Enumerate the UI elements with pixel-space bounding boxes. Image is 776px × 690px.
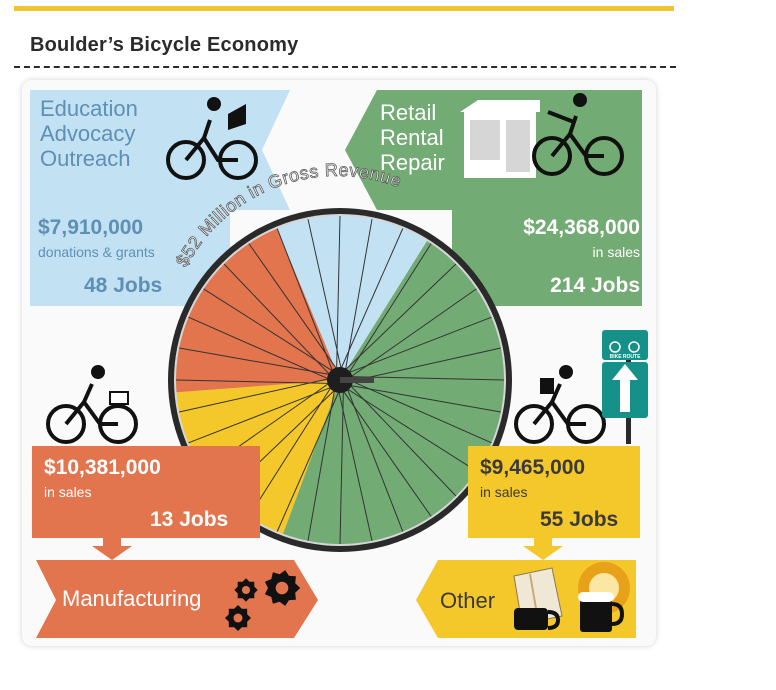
education-line-1: Education [40, 96, 138, 121]
retail-jobs: 214 Jobs [550, 274, 640, 297]
wheel-spoke [339, 389, 344, 545]
wheel-spoke [344, 219, 373, 372]
wheel-spoke [203, 288, 335, 373]
gears-icon [225, 570, 301, 631]
other-connector [534, 536, 552, 548]
wheel-spoke [179, 378, 331, 413]
wheel-spoke [348, 383, 457, 497]
education-category-label: Education Advocacy Outreach [40, 96, 138, 171]
cyclist-messenger-icon [46, 365, 138, 444]
cyclist-reading-icon [166, 97, 258, 180]
education-amount: $7,910,000 [38, 216, 144, 239]
wheel-spoke [248, 385, 333, 517]
education-connector-arrowhead [112, 176, 148, 190]
pie-slice-retail-rental-repair [283, 241, 505, 545]
bike-route-sign-icon [602, 330, 648, 444]
retail-line-1: Retail [380, 100, 437, 125]
wheel-spoke [349, 379, 492, 444]
other-detail: in sales [480, 484, 528, 500]
wheel-spoke [179, 347, 332, 376]
wheel-spoke [349, 376, 505, 381]
wheel-spoke [307, 219, 342, 371]
pie-slice-education-advocacy-outreach [277, 216, 427, 380]
cyclist-backpack-icon [514, 365, 606, 444]
title-divider [14, 66, 676, 68]
gear-hole [275, 581, 289, 595]
retail-line-2: Rental [380, 125, 444, 150]
wheel-spoke [349, 347, 501, 382]
wheel-spoke [188, 386, 333, 444]
wheel-spoke [339, 228, 404, 371]
wheel-axle [340, 377, 374, 383]
wheel-spoke [349, 288, 477, 379]
education-connector [122, 188, 138, 214]
wheel-spoke [345, 387, 477, 472]
education-detail: donations & grants [38, 244, 155, 260]
shop-icon [460, 100, 540, 178]
coffee-map-beer-icon [513, 562, 630, 632]
other-category-label: Other [440, 588, 496, 613]
education-line-2: Advocacy [40, 121, 136, 146]
manufacturing-jobs: 13 Jobs [150, 508, 229, 531]
other-jobs: 55 Jobs [540, 508, 619, 531]
top-accent-bar [14, 6, 674, 11]
manufacturing-detail: in sales [44, 484, 92, 500]
other-connector-arrowhead [523, 546, 563, 560]
other-stats-box [468, 446, 640, 538]
page-title: Boulder’s Bicycle Economy [30, 34, 299, 56]
wheel-spoke [276, 389, 341, 532]
wheel-spoke [223, 263, 332, 377]
education-jobs: 48 Jobs [84, 274, 163, 297]
other-amount: $9,465,000 [480, 456, 586, 479]
wheel-spoke [341, 389, 432, 517]
manufacturing-category-label: Manufacturing [62, 586, 202, 611]
retail-detail: in sales [592, 244, 640, 260]
wheel-spoke [188, 316, 331, 381]
retail-line-3: Repair [380, 150, 445, 175]
wheel-spoke [347, 243, 432, 375]
retail-category-label: Retail Rental Repair [380, 100, 445, 175]
pie-slice-manufacturing [176, 228, 340, 393]
wheel-spoke [348, 384, 501, 413]
wheel-spoke [175, 379, 331, 384]
wheel-spoke [346, 387, 404, 532]
wheel-spoke [336, 215, 341, 371]
wheel-spoke [338, 389, 373, 541]
manufacturing-connector-arrowhead [92, 546, 132, 560]
wheel-spoke [248, 243, 339, 371]
wheel-spoke [276, 228, 334, 373]
gear-hole [241, 585, 251, 595]
gear-hole [233, 613, 243, 623]
manufacturing-amount: $10,381,000 [44, 456, 161, 479]
manufacturing-connector [103, 536, 121, 548]
wheel-spoke [347, 316, 492, 374]
wheel-spoke [343, 263, 457, 372]
education-arrow [30, 90, 290, 210]
manufacturing-stats-box [32, 446, 260, 538]
retail-amount: $24,368,000 [523, 216, 640, 239]
bike-route-sign-text: BIKE ROUTE [610, 354, 642, 360]
education-line-3: Outreach [40, 146, 131, 171]
wheel-spoke [307, 388, 336, 541]
retail-connector [534, 190, 550, 214]
cyclist-wrench-icon [532, 93, 624, 176]
retail-connector-arrowhead [524, 178, 560, 192]
